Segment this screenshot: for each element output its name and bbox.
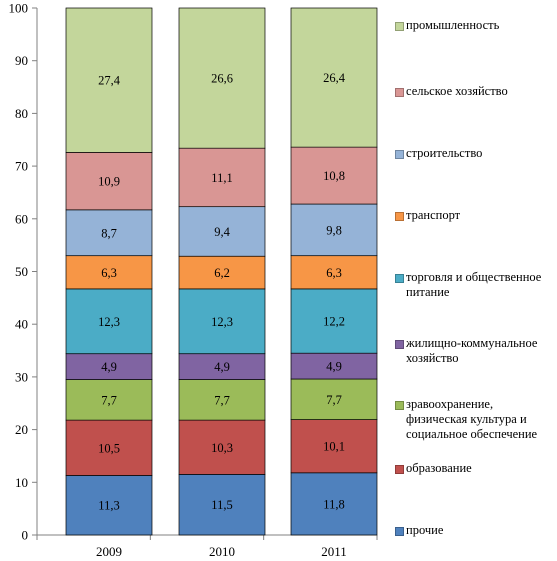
- bar-segment: [178, 379, 266, 421]
- bar-segment: [178, 288, 266, 355]
- bar-segment: [178, 419, 266, 475]
- legend-label-agriculture: сельское хозяйство: [406, 84, 508, 98]
- y-tick-label: 90: [15, 53, 28, 68]
- legend-label-transport: транспорт: [406, 208, 461, 222]
- y-tick-label: 70: [15, 159, 28, 174]
- x-tick-label: 2011: [321, 544, 347, 559]
- bar-value-label: 12,3: [211, 315, 233, 329]
- chart-legend: промышленность сельское хозяйство строит…: [395, 0, 555, 561]
- bar-segment: [290, 472, 378, 536]
- bar-value-label: 10,3: [211, 441, 233, 455]
- bar-segment: [290, 288, 378, 354]
- bar-value-label: 10,8: [323, 169, 345, 183]
- bar-value-label: 4,9: [214, 360, 230, 374]
- y-tick-label: 50: [15, 264, 28, 279]
- legend-swatch-trade: [395, 274, 404, 283]
- legend-swatch-healthcare: [395, 401, 404, 410]
- bar-segment: [65, 353, 153, 380]
- bar-segment: [178, 206, 266, 257]
- legend-label-housing: жилищно-коммунальное хозяйство: [406, 336, 538, 365]
- bar-segment: [290, 146, 378, 205]
- bar-value-label: 6,3: [101, 266, 117, 280]
- legend-swatch-construction: [395, 150, 404, 159]
- bar-value-label: 11,1: [211, 171, 232, 185]
- bar-value-label: 10,1: [323, 440, 345, 454]
- bar-value-label: 7,7: [326, 393, 342, 407]
- bar-value-label: 9,4: [214, 225, 230, 239]
- bar-segment: [65, 255, 153, 290]
- bar-value-label: 6,2: [214, 266, 230, 280]
- bar-value-label: 26,6: [211, 72, 233, 86]
- legend-swatch-education: [395, 465, 404, 474]
- legend-swatch-agriculture: [395, 88, 404, 97]
- bar-segment: [290, 419, 378, 474]
- bar-value-label: 12,3: [98, 315, 120, 329]
- bar-segment: [178, 474, 266, 536]
- bar-value-label: 7,7: [101, 393, 117, 407]
- bar-segment: [65, 419, 153, 476]
- y-tick-label: 30: [15, 369, 28, 384]
- bar-value-label: 11,3: [98, 499, 119, 513]
- bar-segment: [65, 209, 153, 257]
- bar-value-label: 4,9: [101, 360, 117, 374]
- y-tick-label: 10: [15, 475, 28, 490]
- y-tick-label: 20: [15, 422, 28, 437]
- bar-value-labels: 11,3 10,5 7,7 4,9 12,3 6,3 8,7 10,9 27,4 11,5 10,3…: [98, 71, 346, 513]
- legend-swatch-other: [395, 527, 404, 536]
- bar-value-label: 27,4: [98, 74, 121, 88]
- y-tick-label: 100: [9, 1, 29, 16]
- bar-value-label: 9,8: [326, 223, 342, 237]
- legend-label-industry: промышленность: [406, 18, 500, 32]
- bar-value-label: 11,8: [323, 497, 344, 511]
- bar-segment: [290, 378, 378, 420]
- x-tick-label: 2009: [96, 544, 122, 559]
- bar-value-label: 6,3: [326, 266, 342, 280]
- y-axis: 0 10 20 30 40 50 60 70 80 90 100: [9, 1, 38, 543]
- bar-segment: [65, 7, 153, 153]
- legend-label-healthcare: зравоохранение, физическая культура и со…: [406, 397, 538, 441]
- bar-value-label: 10,5: [98, 441, 120, 455]
- x-axis: 2009 2010 2011: [36, 534, 378, 559]
- legend-label-construction: строительство: [406, 146, 483, 160]
- legend-label-trade: торговля и общественное питание: [406, 270, 542, 299]
- bar-value-label: 26,4: [323, 71, 346, 85]
- bar-value-label: 11,5: [211, 498, 232, 512]
- bar-value-label: 7,7: [214, 393, 230, 407]
- bar-segment: [178, 255, 266, 290]
- bar-segment: [65, 152, 153, 211]
- bar-segment: [178, 147, 266, 208]
- y-tick-label: 80: [15, 106, 28, 121]
- x-tick-label: 2010: [209, 544, 235, 559]
- bar-value-label: 4,9: [326, 360, 342, 374]
- bar-segment: [178, 7, 266, 149]
- bar-value-label: 12,2: [323, 315, 345, 329]
- legend-label-other: прочие: [406, 523, 444, 537]
- legend-swatch-housing: [395, 340, 404, 349]
- y-tick-label: 60: [15, 211, 28, 226]
- bar-segment: [65, 475, 153, 536]
- y-tick-label: 40: [15, 317, 28, 332]
- legend-swatch-industry: [395, 22, 404, 31]
- y-tick-label: 0: [22, 528, 29, 543]
- legend-label-education: образование: [406, 461, 472, 475]
- bar-segment: [65, 379, 153, 421]
- bar-segment: [290, 7, 378, 148]
- bar-segment: [290, 203, 378, 257]
- bar-value-label: 10,9: [98, 175, 120, 189]
- bar-value-label: 8,7: [101, 226, 117, 240]
- legend-swatch-transport: [395, 212, 404, 221]
- bars: [65, 7, 378, 536]
